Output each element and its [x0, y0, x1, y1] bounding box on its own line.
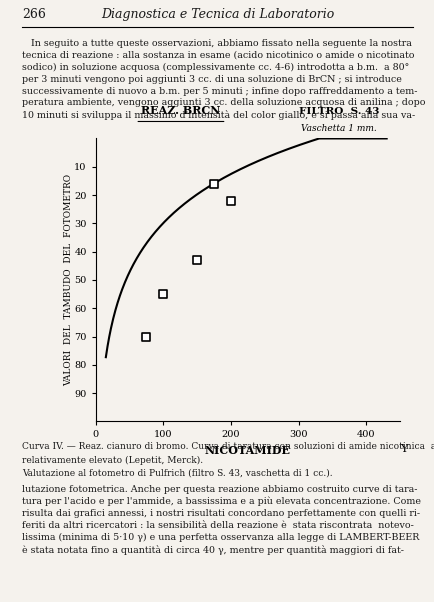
Point — [210, 179, 217, 188]
Text: Vaschetta 1 mm.: Vaschetta 1 mm. — [301, 124, 376, 133]
Y-axis label: VALORI  DEL  TAMBUDO  DEL  FOTOMETRO: VALORI DEL TAMBUDO DEL FOTOMETRO — [64, 174, 73, 386]
X-axis label: NICOTAMIDE: NICOTAMIDE — [204, 445, 290, 456]
Point — [227, 196, 234, 205]
Text: In seguito a tutte queste osservazioni, abbiamo fissato nella seguente la nostra: In seguito a tutte queste osservazioni, … — [22, 39, 424, 120]
Text: Valutazione al fotometro di Pulfrich (filtro S. 43, vaschetta di 1 cc.).: Valutazione al fotometro di Pulfrich (fi… — [22, 469, 332, 478]
Text: Curva IV. — Reaz. cianuro di bromo. Curva di taratura con soluzioni di amide nic: Curva IV. — Reaz. cianuro di bromo. Curv… — [22, 442, 434, 452]
Text: Diagnostica e Tecnica di Laboratorio: Diagnostica e Tecnica di Laboratorio — [101, 8, 333, 21]
Point — [160, 289, 167, 299]
Text: FILTRO  S. 43: FILTRO S. 43 — [299, 107, 378, 116]
Text: lutazione fotometrica. Anche per questa reazione abbiamo costruito curve di tara: lutazione fotometrica. Anche per questa … — [22, 485, 420, 554]
Point — [143, 332, 150, 341]
Text: relativamente elevato (Lepetit, Merck).: relativamente elevato (Lepetit, Merck). — [22, 456, 202, 465]
Text: Y: Y — [399, 444, 407, 454]
Text: REAZ. BRCN: REAZ. BRCN — [141, 105, 220, 116]
Text: 266: 266 — [22, 8, 46, 21]
Point — [193, 255, 200, 265]
